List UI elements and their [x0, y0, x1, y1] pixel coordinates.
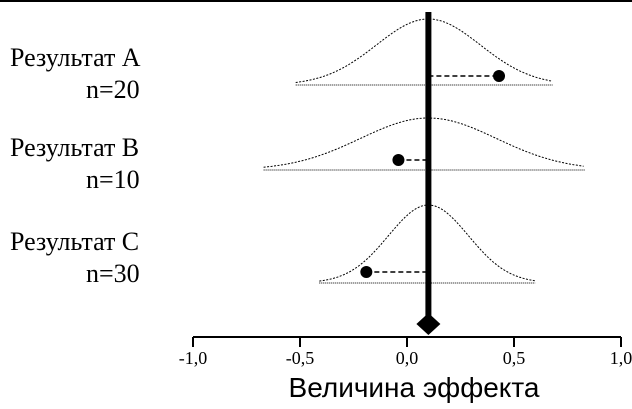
- distribution-curve-2: [263, 117, 584, 168]
- distribution-curve-1: [295, 18, 552, 83]
- x-tick-label-0: -1,0: [179, 348, 208, 368]
- study-n-a: n=20: [86, 75, 140, 104]
- effect-point-1: [493, 70, 506, 82]
- x-tick-label-4: 1,0: [610, 348, 632, 368]
- effect-point-3: [360, 266, 373, 278]
- study-label-b: Результат B: [10, 133, 139, 162]
- pooled-effect-diamond: [416, 313, 441, 335]
- study-label-a: Результат A: [10, 43, 141, 72]
- x-tick-label-3: 0,5: [503, 348, 526, 368]
- distribution-curves: [263, 18, 584, 282]
- x-axis-ticks: -1,0 -0,5 0,0 0,5 1,0: [179, 337, 632, 368]
- effect-markers: [360, 70, 506, 278]
- x-axis-label: Величина эффекта: [289, 372, 540, 403]
- study-n-c: n=30: [86, 259, 140, 288]
- study-n-b: n=10: [86, 165, 140, 194]
- x-tick-label-1: -0,5: [286, 348, 315, 368]
- cropped-heading-strip: [0, 0, 632, 2]
- x-tick-label-2: 0,0: [396, 348, 419, 368]
- ci-baselines: [263, 84, 585, 284]
- study-label-c: Результат C: [10, 227, 139, 256]
- effect-point-2: [392, 154, 405, 166]
- distribution-curve-3: [319, 204, 536, 282]
